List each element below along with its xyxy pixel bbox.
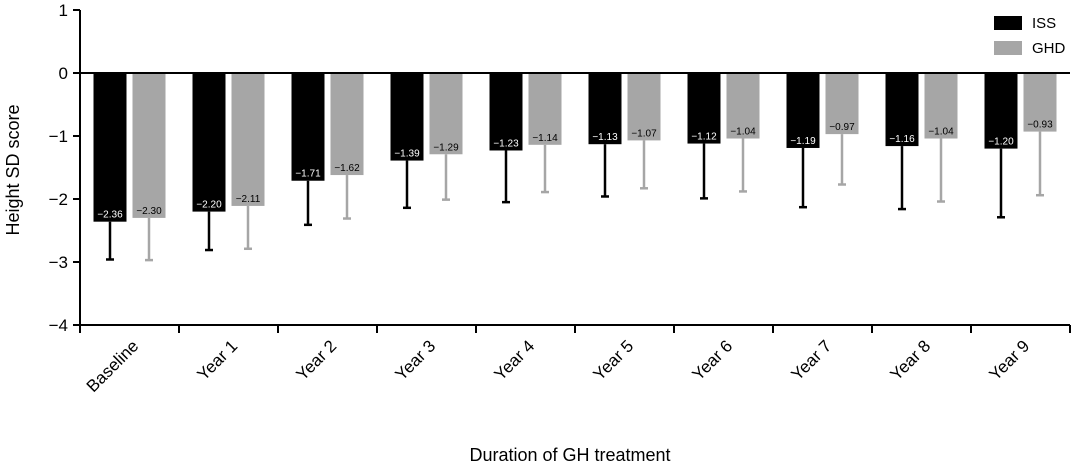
- iss-bar: [984, 73, 1018, 149]
- data-label: −1.04: [928, 127, 954, 138]
- iss-bar: [885, 73, 919, 147]
- x-category-label: Year 8: [887, 336, 935, 384]
- ghd-bar: [825, 73, 859, 135]
- x-category-label: Year 9: [986, 336, 1034, 384]
- legend-label: ISS: [1032, 15, 1056, 32]
- y-axis: 1 0 −1 −2 −3 −4: [49, 1, 81, 335]
- y-tick-label: −4: [49, 316, 68, 335]
- x-category-label: Year 3: [392, 336, 440, 384]
- data-label: −1.71: [295, 169, 321, 180]
- x-category-label: Year 2: [293, 336, 341, 384]
- ghd-bar: [330, 73, 364, 176]
- data-label: −1.19: [790, 136, 816, 147]
- y-axis-title: Height SD score: [3, 104, 23, 235]
- iss-bar: [291, 73, 325, 181]
- iss-bar: [390, 73, 424, 161]
- y-tick-label: 0: [59, 64, 68, 83]
- y-tick-label: 1: [59, 1, 68, 20]
- data-label: −2.20: [196, 200, 222, 211]
- x-axis-title: Duration of GH treatment: [469, 445, 670, 465]
- legend-label: GHD: [1032, 40, 1066, 57]
- x-category-label: Year 7: [788, 336, 836, 384]
- x-category-label: Year 4: [491, 336, 539, 384]
- data-label: −1.23: [493, 138, 519, 149]
- data-label: −1.39: [394, 149, 420, 160]
- ghd-bar: [627, 73, 661, 141]
- iss-bar: [192, 73, 226, 212]
- iss-bar: [93, 73, 127, 222]
- y-tick-label: −3: [49, 253, 68, 272]
- data-label: −1.16: [889, 134, 915, 145]
- data-label: −1.04: [730, 127, 756, 138]
- legend-swatch: [994, 41, 1022, 55]
- data-label: −1.62: [334, 163, 360, 174]
- legend-swatch: [994, 16, 1022, 30]
- data-label: −1.29: [433, 142, 459, 153]
- legend: ISS GHD: [994, 15, 1066, 57]
- ghd-bar: [726, 73, 760, 139]
- x-axis: Baseline Year 1 Year 2 Year 3 Year 4 Year 5 Ye…: [79, 72, 1071, 396]
- data-label: −1.14: [532, 133, 558, 144]
- data-label: −1.13: [592, 132, 618, 143]
- x-category-label: Year 5: [590, 336, 638, 384]
- data-label: −0.97: [829, 122, 855, 133]
- ghd-bar: [1023, 73, 1057, 132]
- ghd-bar: [924, 73, 958, 139]
- data-label: −2.30: [136, 206, 162, 217]
- y-tick-label: −2: [49, 190, 68, 209]
- data-label: −0.93: [1027, 120, 1053, 131]
- ghd-bar: [132, 73, 166, 218]
- y-tick-label: −1: [49, 127, 68, 146]
- bars: −2.36 −2.20 −1.71 −1.39 −1.23 −1.13 −1.12 −1.19…: [93, 73, 1057, 262]
- data-label: −1.20: [988, 137, 1014, 148]
- ghd-bar: [528, 73, 562, 145]
- ghd-bar: [231, 73, 265, 206]
- x-category-label: Year 6: [689, 336, 737, 384]
- data-label: −1.07: [631, 128, 657, 139]
- x-category-label: Baseline: [83, 336, 143, 396]
- data-label: −1.12: [691, 132, 717, 143]
- iss-bar: [588, 73, 622, 145]
- data-label: −2.11: [236, 194, 261, 205]
- iss-bar: [489, 73, 523, 151]
- ghd-bar: [429, 73, 463, 155]
- iss-bar: [786, 73, 820, 148]
- data-label: −2.36: [97, 210, 123, 221]
- x-category-label: Year 1: [194, 336, 242, 384]
- iss-bar: [687, 73, 721, 144]
